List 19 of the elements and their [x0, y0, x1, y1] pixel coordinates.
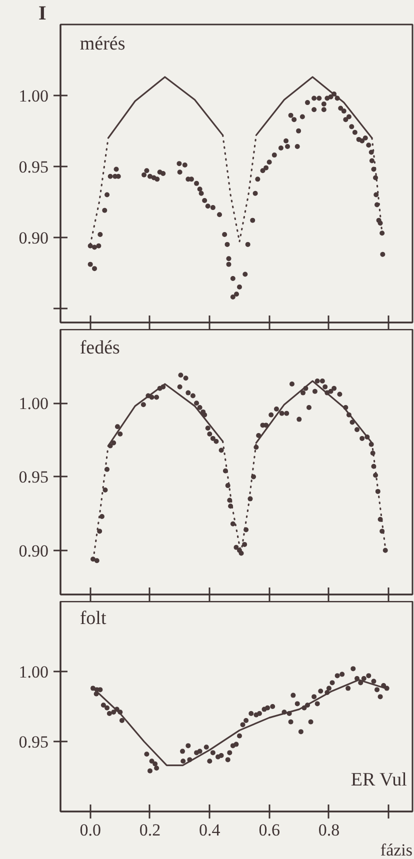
x-tick-label: 0.8 [318, 820, 340, 840]
y-axis-title: I [38, 2, 46, 24]
y-tick-label: 0.95 [18, 468, 48, 487]
x-axis-title: fázis [380, 840, 413, 859]
chart-title: fedés [80, 337, 120, 358]
x-tick-label: 0.2 [139, 820, 161, 840]
x-tick-label: 0.4 [199, 820, 221, 840]
text: mérés [80, 33, 126, 54]
y-tick-label: 1.00 [18, 394, 48, 414]
y-tick-label: 1.00 [18, 86, 48, 106]
y-tick-label: 0.95 [18, 157, 48, 176]
x-tick-label: 0.0 [80, 820, 101, 840]
annotation: ER Vul [350, 770, 407, 790]
x-tick-label: 0.6 [258, 820, 280, 840]
y-tick-label: 0.90 [18, 541, 48, 560]
y-tick-label: 0.90 [18, 228, 48, 248]
y-tick-label: 0.95 [18, 732, 48, 752]
y-tick-label: 1.00 [18, 662, 48, 682]
chart-title: folt [80, 608, 107, 629]
